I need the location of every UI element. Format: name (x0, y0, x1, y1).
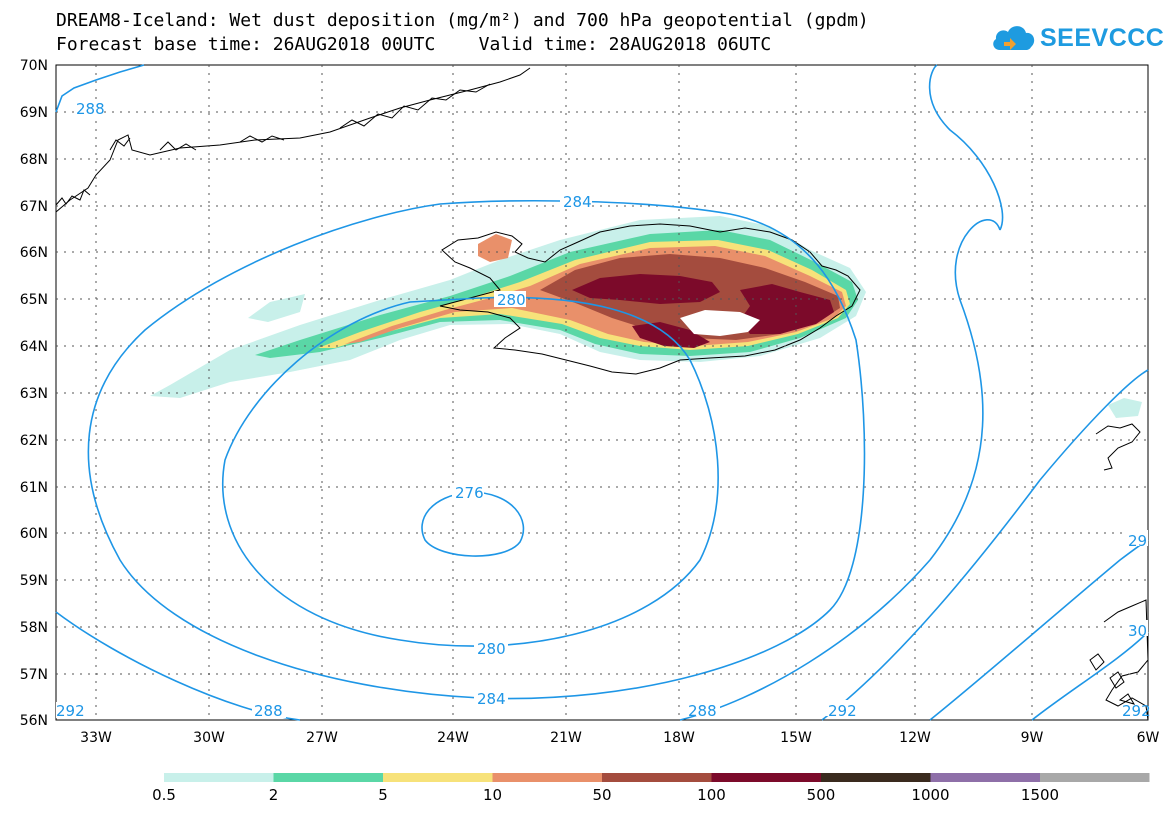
greenland-coast (55, 67, 531, 213)
logo-text: SEEVCCC (1040, 24, 1165, 52)
iceland-coast (439, 223, 861, 375)
contour-292 (821, 369, 1149, 721)
contour-label: 280 (477, 640, 506, 658)
contour-292-b (929, 539, 1149, 721)
colorbar-tick-label: 2 (269, 786, 279, 804)
graticule (56, 65, 1148, 720)
lon-label: 9W (1021, 730, 1044, 746)
lon-label: 12W (899, 730, 931, 746)
lon-label: 30W (193, 730, 225, 746)
deposition-nw-peninsula (478, 234, 512, 262)
map-title: DREAM8-Iceland: Wet dust deposition (mg/… (56, 10, 869, 31)
dust-deposition-field (150, 216, 1142, 418)
cloud-icon (993, 26, 1035, 50)
deposition-band-100-east (740, 284, 834, 334)
glacier-gap (680, 310, 760, 336)
scotland-islands (1089, 653, 1136, 705)
colorbar-swatch (164, 773, 274, 782)
contour-label: 292 (828, 702, 857, 720)
contour-label: 29 (1128, 532, 1147, 550)
contour-288-nw (55, 64, 145, 113)
deposition-band-100-south (632, 322, 710, 348)
colorbar-swatch (383, 773, 493, 782)
colorbar-tick-label: 100 (697, 786, 726, 804)
colorbar-tick-label: 10 (483, 786, 502, 804)
greenland-coast-detail (55, 83, 491, 206)
colorbar: 0.5 2 5 10 50 100 500 1000 1500 (152, 773, 1150, 804)
contour-296 (1031, 631, 1149, 721)
lat-label: 57N (20, 667, 48, 683)
deposition-patch-west (248, 294, 305, 322)
lat-label: 62N (20, 433, 48, 449)
deposition-band-100-north (572, 274, 720, 304)
lat-label: 66N (20, 245, 48, 261)
seevccc-logo: SEEVCCC (990, 20, 1164, 56)
lon-label: 24W (437, 730, 469, 746)
coastlines (55, 67, 1149, 721)
contour-label: 280 (497, 291, 526, 309)
colorbar-swatch (930, 773, 1040, 782)
colorbar-swatch (602, 773, 712, 782)
lat-label: 69N (20, 105, 48, 121)
contour-label: 284 (563, 193, 592, 211)
forecast-times: Forecast base time: 26AUG2018 00UTC Vali… (56, 34, 772, 55)
lon-label: 21W (550, 730, 582, 746)
colorbar-swatch (711, 773, 821, 782)
lat-label: 56N (20, 713, 48, 729)
lon-label: 18W (663, 730, 695, 746)
lat-label: 64N (20, 339, 48, 355)
lat-label: 65N (20, 292, 48, 308)
lat-label: 60N (20, 526, 48, 542)
contour-280 (221, 296, 719, 647)
longitude-labels: 33W 30W 27W 24W 21W 18W 15W 12W 9W 6W (80, 730, 1159, 746)
contour-label: 30 (1128, 622, 1147, 640)
contour-label: 288 (688, 702, 717, 720)
lat-label: 70N (20, 58, 48, 74)
contour-label: 288 (76, 100, 105, 118)
colorbar-swatch (273, 773, 383, 782)
lat-label: 58N (20, 620, 48, 636)
contour-labels: 288 284 280 276 280 284 288 292 292 288 … (56, 100, 1151, 720)
contour-284 (87, 200, 866, 700)
colorbar-tick-label: 5 (378, 786, 388, 804)
lat-label: 63N (20, 386, 48, 402)
colorbar-tick-label: 1000 (911, 786, 949, 804)
lon-label: 15W (780, 730, 812, 746)
contour-276 (421, 491, 525, 557)
latitude-labels: 70N 69N 68N 67N 66N 65N 64N 63N 62N 61N … (20, 58, 48, 729)
colorbar-tick-label: 500 (807, 786, 836, 804)
lon-label: 33W (80, 730, 112, 746)
contour-label: 276 (455, 484, 484, 502)
lon-label: 6W (1137, 730, 1160, 746)
deposition-patch-east (1108, 398, 1142, 418)
colorbar-tick-label: 0.5 (152, 786, 176, 804)
scotland-coast (1103, 599, 1149, 721)
colorbar-swatch (821, 773, 931, 782)
contour-label: 292 (56, 702, 85, 720)
lat-label: 67N (20, 199, 48, 215)
contour-label: 292 (1122, 702, 1151, 720)
lat-label: 59N (20, 573, 48, 589)
lon-label: 27W (306, 730, 338, 746)
contour-label: 284 (477, 690, 506, 708)
colorbar-tick-label: 50 (592, 786, 611, 804)
contour-label: 288 (254, 702, 283, 720)
lat-label: 68N (20, 152, 48, 168)
colorbar-tick-label: 1500 (1021, 786, 1059, 804)
lat-label: 61N (20, 480, 48, 496)
faroe-islands-coast (1095, 423, 1141, 471)
colorbar-swatch (1040, 773, 1150, 782)
colorbar-swatch (492, 773, 602, 782)
